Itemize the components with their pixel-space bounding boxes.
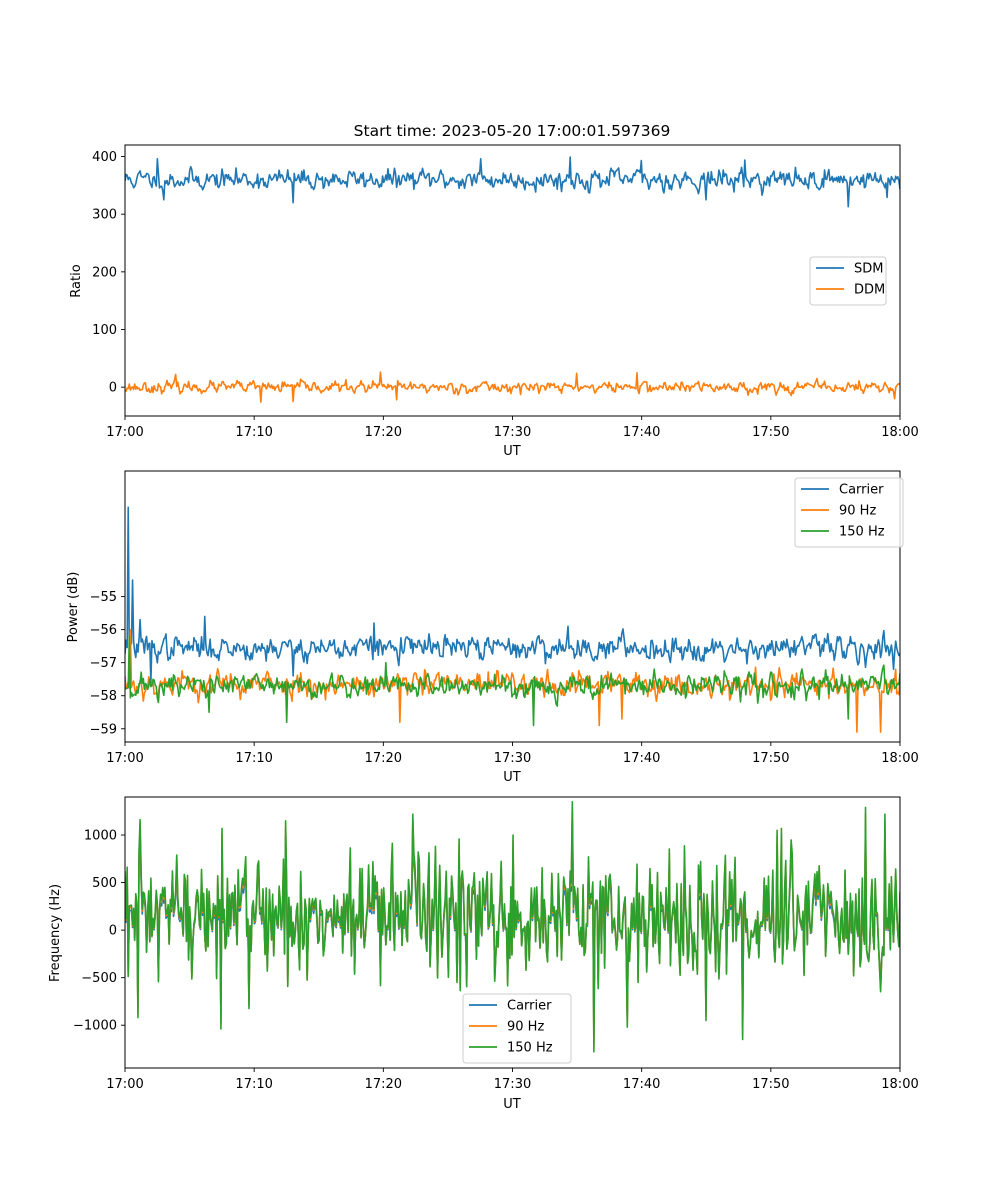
power-x-ticks: 17:00 17:10 17:20 17:30 17:40 17:50 18:00 [106, 742, 919, 766]
ratio-x-tick-label: 17:10 [235, 425, 272, 440]
frequency-y-ticks: 1000 500 0 −500 −1000 [73, 829, 125, 1034]
power-legend: Carrier 90 Hz 150 Hz [794, 477, 904, 548]
power-legend-box [794, 477, 904, 548]
power-y-tick-label: −56 [90, 623, 117, 638]
frequency-series-150-hz-line [125, 800, 900, 1053]
power-plot-lines [125, 506, 900, 733]
frequency-y-tick-label: 1000 [84, 829, 117, 844]
frequency-y-axis-label: Frequency (Hz) [48, 884, 63, 982]
frequency-legend-label: Carrier [507, 999, 552, 1014]
frequency-legend: Carrier 90 Hz 150 Hz [462, 993, 572, 1064]
ratio-series-sdm-line [125, 156, 900, 208]
power-x-tick-label: 18:00 [881, 751, 918, 766]
power-y-tick-label: −59 [90, 722, 117, 737]
ratio-x-tick-label: 17:20 [365, 425, 402, 440]
power-y-ticks: −55 −56 −57 −58 −59 [90, 590, 125, 737]
frequency-x-tick-label: 17:00 [106, 1077, 143, 1092]
frequency-legend-box [462, 993, 572, 1064]
ratio-y-tick-label: 300 [92, 208, 117, 223]
power-legend-label: 90 Hz [839, 504, 876, 519]
frequency-x-tick-label: 17:20 [365, 1077, 402, 1092]
ratio-y-tick-label: 100 [92, 323, 117, 338]
frequency-y-tick-label: −1000 [73, 1019, 117, 1034]
frequency-x-tick-label: 17:10 [235, 1077, 272, 1092]
frequency-x-axis-label: UT [503, 1097, 521, 1112]
power-series-90-hz-line [125, 628, 900, 733]
ratio-x-tick-label: 17:30 [494, 425, 531, 440]
frequency-plot-lines [125, 800, 900, 1053]
frequency-x-tick-label: 17:30 [494, 1077, 531, 1092]
frequency-x-tick-label: 18:00 [881, 1077, 918, 1092]
ratio-y-tick-label: 400 [92, 150, 117, 165]
ratio-x-axis-label: UT [503, 444, 521, 459]
power-x-tick-label: 17:00 [106, 751, 143, 766]
ratio-y-tick-label: 0 [109, 381, 117, 396]
power-panel: −55 −56 −57 −58 −59 17:00 17:10 17:20 17:30 17:4… [66, 470, 919, 785]
power-series-150-hz-line [125, 635, 900, 727]
power-x-axis-label: UT [503, 770, 521, 785]
ratio-x-tick-label: 17:40 [623, 425, 660, 440]
frequency-legend-label: 90 Hz [507, 1020, 544, 1035]
power-legend-label: 150 Hz [839, 525, 885, 540]
power-y-tick-label: −55 [90, 590, 117, 605]
ratio-series-ddm-line [125, 371, 900, 403]
power-y-tick-label: −58 [90, 689, 117, 704]
figure-title: Start time: 2023-05-20 17:00:01.597369 [354, 122, 671, 140]
frequency-x-tick-label: 17:50 [752, 1077, 789, 1092]
frequency-y-tick-label: 500 [92, 876, 117, 891]
ratio-legend-box [809, 256, 887, 306]
frequency-x-ticks: 17:00 17:10 17:20 17:30 17:40 17:50 18:00 [106, 1068, 919, 1092]
ratio-legend: SDM DDM [809, 256, 887, 306]
ratio-y-tick-label: 200 [92, 265, 117, 280]
power-x-tick-label: 17:20 [365, 751, 402, 766]
ratio-legend-label: SDM [854, 262, 883, 277]
ratio-x-tick-label: 17:50 [752, 425, 789, 440]
power-legend-label: Carrier [839, 483, 884, 498]
ratio-x-tick-label: 17:00 [106, 425, 143, 440]
frequency-y-tick-label: −500 [81, 971, 117, 986]
power-y-axis-label: Power (dB) [66, 572, 81, 643]
ratio-plot-lines [125, 156, 900, 403]
ratio-y-ticks: 0 100 200 300 400 [92, 150, 125, 396]
power-y-tick-label: −57 [90, 656, 117, 671]
power-x-tick-label: 17:10 [235, 751, 272, 766]
frequency-legend-label: 150 Hz [507, 1041, 553, 1056]
frequency-x-tick-label: 17:40 [623, 1077, 660, 1092]
ratio-legend-label: DDM [854, 283, 885, 298]
power-series-carrier-line [125, 506, 900, 684]
power-x-tick-label: 17:40 [623, 751, 660, 766]
ratio-x-ticks: 17:00 17:10 17:20 17:30 17:40 17:50 18:00 [106, 416, 919, 440]
frequency-y-tick-label: 0 [109, 924, 117, 939]
ratio-y-axis-label: Ratio [69, 264, 84, 297]
power-x-tick-label: 17:50 [752, 751, 789, 766]
ratio-x-tick-label: 18:00 [881, 425, 918, 440]
power-x-tick-label: 17:30 [494, 751, 531, 766]
